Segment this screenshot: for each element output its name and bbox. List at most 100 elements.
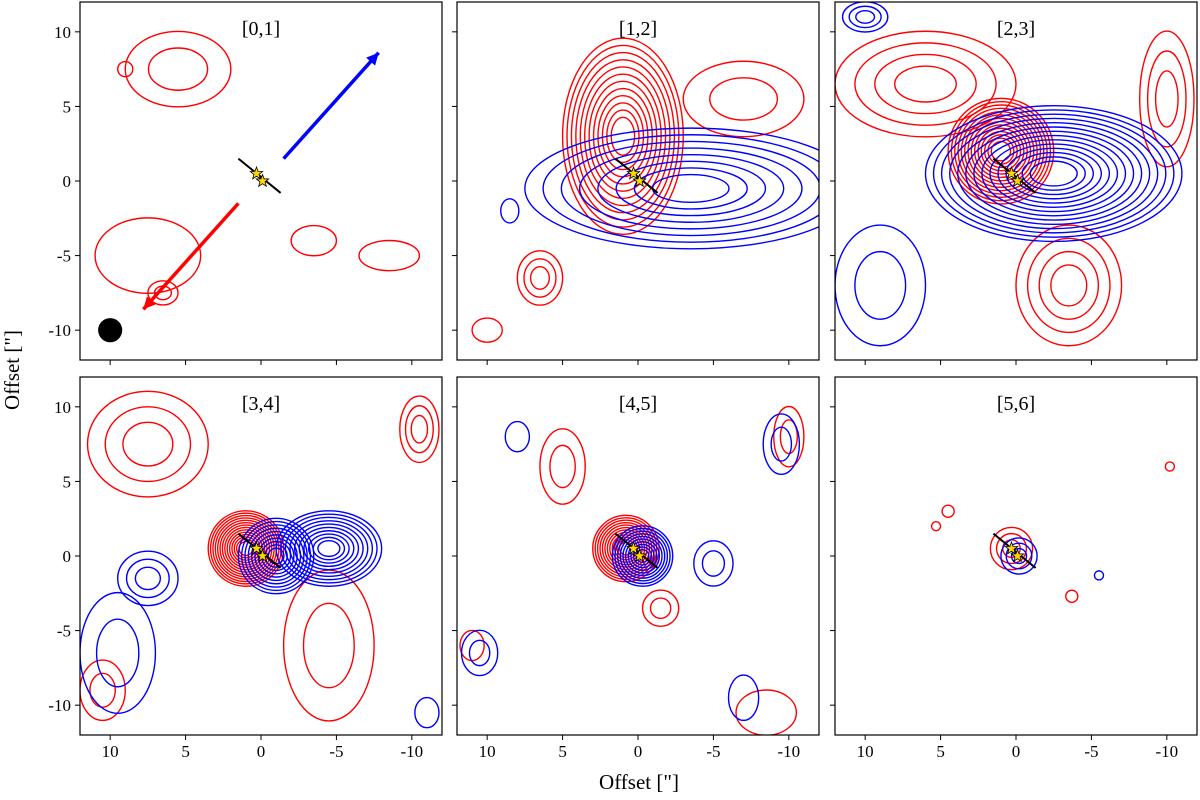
red-contour-3-level-1 xyxy=(282,569,375,722)
blue-contour-1-level-7 xyxy=(973,130,1135,217)
blue-contour-2-level-4 xyxy=(247,527,305,585)
red-contour-5-level-2 xyxy=(89,672,116,708)
red-contour-4-level-1 xyxy=(1065,589,1079,604)
blue-contour-1-level-2 xyxy=(542,134,819,243)
red-contour-3-level-1 xyxy=(682,60,805,138)
red-contour-1-level-9 xyxy=(973,124,1028,179)
x-tick-label: 0 xyxy=(634,742,643,761)
source-star-1 xyxy=(249,540,264,555)
red-contour-5-level-1 xyxy=(358,239,421,272)
x-tick-label: -10 xyxy=(777,742,800,761)
blue-contour-5-level-2 xyxy=(770,426,793,462)
red-contour-3-level-2 xyxy=(779,419,798,455)
x-axis-label: Offset ["] xyxy=(599,770,679,794)
y-tick-label: 10 xyxy=(54,398,71,417)
red-contour-2-level-1 xyxy=(941,504,955,518)
red-contour-2-level-1 xyxy=(94,217,202,294)
red-contour-1-level-10 xyxy=(977,127,1025,175)
red-contour-1-level-4 xyxy=(575,59,671,214)
blue-contour-1-level-10 xyxy=(317,539,341,558)
red-contour-2-level-3 xyxy=(122,421,174,467)
red-contour-6-level-1 xyxy=(117,60,134,78)
red-contour-3-level-2 xyxy=(302,602,355,689)
blue-contour-1-level-8 xyxy=(307,533,350,564)
panel-3: [2,3] xyxy=(830,1,1198,365)
blue-contour-1-level-3 xyxy=(940,113,1167,234)
blue-contour-4-level-2 xyxy=(468,639,491,667)
blue-contour-1-level-5 xyxy=(957,122,1151,226)
blue-contour-1-level-7 xyxy=(303,530,355,568)
y-axis-label: Offset ["] xyxy=(0,330,24,410)
y-tick-label: -10 xyxy=(48,696,71,715)
red-contour-4-level-1 xyxy=(290,224,338,257)
blue-contour-1-level-6 xyxy=(965,126,1143,221)
red-contour-1-level-12 xyxy=(610,116,636,156)
source-star-2 xyxy=(1010,548,1025,563)
panel-5: 10 5 0 -5 -10 [4,5] xyxy=(452,376,820,761)
red-contour-1-level-2 xyxy=(995,532,1028,565)
blue-contour-1-level-1 xyxy=(611,525,674,587)
red-contour-4-level-1 xyxy=(399,395,440,464)
red-contour-2-level-2 xyxy=(523,258,557,298)
source-star-2 xyxy=(255,173,270,188)
red-contour-4-level-3 xyxy=(410,414,429,444)
blue-contour-5-level-1 xyxy=(414,696,440,729)
blue-contour-1-level-7 xyxy=(627,541,658,571)
red-contour-1-level-6 xyxy=(219,521,273,576)
blue-contour-3-level-3 xyxy=(134,566,162,591)
red-contour-1-level-2 xyxy=(147,47,209,91)
blue-contour-2-level-1 xyxy=(237,517,315,595)
panel-6: 10 5 0 -5 -10 [5,6] xyxy=(830,376,1198,761)
red-contour-4-level-3 xyxy=(1154,70,1179,128)
blue-contour-2-level-2 xyxy=(854,250,907,320)
blue-contour-4-level-1 xyxy=(80,591,157,714)
red-contour-4-level-2 xyxy=(649,597,672,620)
panel-title: [0,1] xyxy=(242,18,280,40)
blue-contour-3-level-1 xyxy=(504,420,531,453)
plot-area xyxy=(471,37,819,343)
x-tick-label: -5 xyxy=(706,742,720,761)
x-tick-label: 5 xyxy=(936,742,945,761)
red-contour-1-level-5 xyxy=(960,110,1042,192)
source-star-2 xyxy=(255,548,270,563)
panel-2: [1,2] xyxy=(452,1,820,365)
red-contour-1-level-5 xyxy=(601,524,651,573)
y-tick-label: 5 xyxy=(63,472,72,491)
red-contour-1-level-5 xyxy=(579,66,667,207)
plot-area xyxy=(80,390,440,729)
blue-contour-2-level-1 xyxy=(693,540,734,587)
x-tick-label: 5 xyxy=(181,742,190,761)
y-tick-label: 0 xyxy=(63,172,72,191)
blue-contour-4-level-2 xyxy=(95,618,140,688)
blue-contour-3-level-1 xyxy=(117,550,179,607)
blue-contour-2-level-1 xyxy=(1093,570,1105,581)
red-contour-3-level-1 xyxy=(1015,224,1123,347)
blue-contour-1-level-9 xyxy=(632,546,653,566)
red-contour-5-level-1 xyxy=(1164,461,1176,472)
blue-contour-2-level-2 xyxy=(701,550,726,577)
red-contour-1-level-3 xyxy=(954,104,1048,199)
blue-contour-1-level-4 xyxy=(578,147,803,230)
red-contour-2-level-1 xyxy=(539,428,586,505)
blue-contour-2-level-1 xyxy=(835,224,927,347)
blue-contour-1-level-2 xyxy=(932,109,1175,238)
y-tick-label: -5 xyxy=(57,622,71,641)
blue-contour-1-level-5 xyxy=(293,523,364,574)
panel-title: [4,5] xyxy=(619,393,657,415)
red-contour-1-level-2 xyxy=(950,100,1052,202)
source-star-1 xyxy=(626,540,641,555)
blue-contour-3-level-2 xyxy=(125,558,170,599)
red-contour-1-level-1 xyxy=(989,526,1034,571)
blue-contour-1-level-2 xyxy=(614,527,671,585)
plot-area xyxy=(459,405,805,735)
red-contour-3-level-1 xyxy=(930,520,942,532)
panel-1: 10 5 0 -5 -10 [0,1] xyxy=(48,1,443,365)
x-tick-label: 0 xyxy=(257,742,266,761)
blue-contour-2-level-3 xyxy=(244,524,308,588)
blue-contour-3-level-1 xyxy=(841,2,889,33)
red-contour-2-level-2 xyxy=(549,444,576,489)
blue-contour-1-level-10 xyxy=(997,143,1111,204)
plot-area xyxy=(94,30,421,343)
red-contour-2-level-2 xyxy=(854,42,997,126)
red-contour-1-level-10 xyxy=(601,102,645,171)
